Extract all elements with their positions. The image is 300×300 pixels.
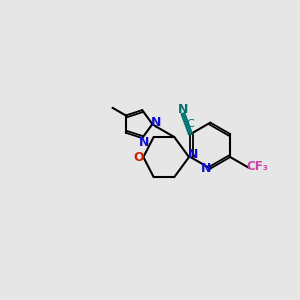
Text: N: N [139,136,149,149]
Text: C: C [186,119,194,129]
Text: CF₃: CF₃ [247,160,268,173]
Text: N: N [188,148,199,161]
Text: N: N [201,162,211,175]
Text: N: N [151,116,162,129]
Text: N: N [178,103,189,116]
Text: O: O [133,151,144,164]
